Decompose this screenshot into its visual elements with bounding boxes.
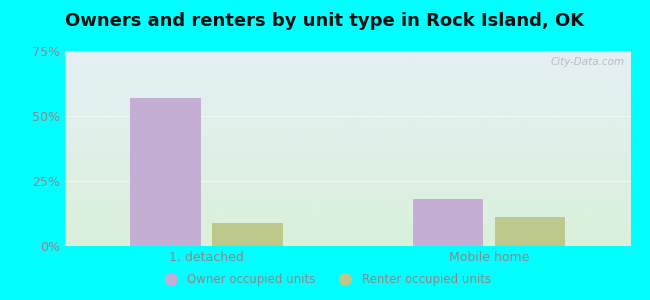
Bar bbox=[495, 218, 566, 246]
Text: City-Data.com: City-Data.com bbox=[551, 57, 625, 67]
Text: Owners and renters by unit type in Rock Island, OK: Owners and renters by unit type in Rock … bbox=[66, 12, 584, 30]
Bar bbox=[413, 199, 484, 246]
Bar bbox=[212, 223, 283, 246]
Legend: Owner occupied units, Renter occupied units: Owner occupied units, Renter occupied un… bbox=[154, 269, 496, 291]
Bar bbox=[130, 98, 201, 246]
